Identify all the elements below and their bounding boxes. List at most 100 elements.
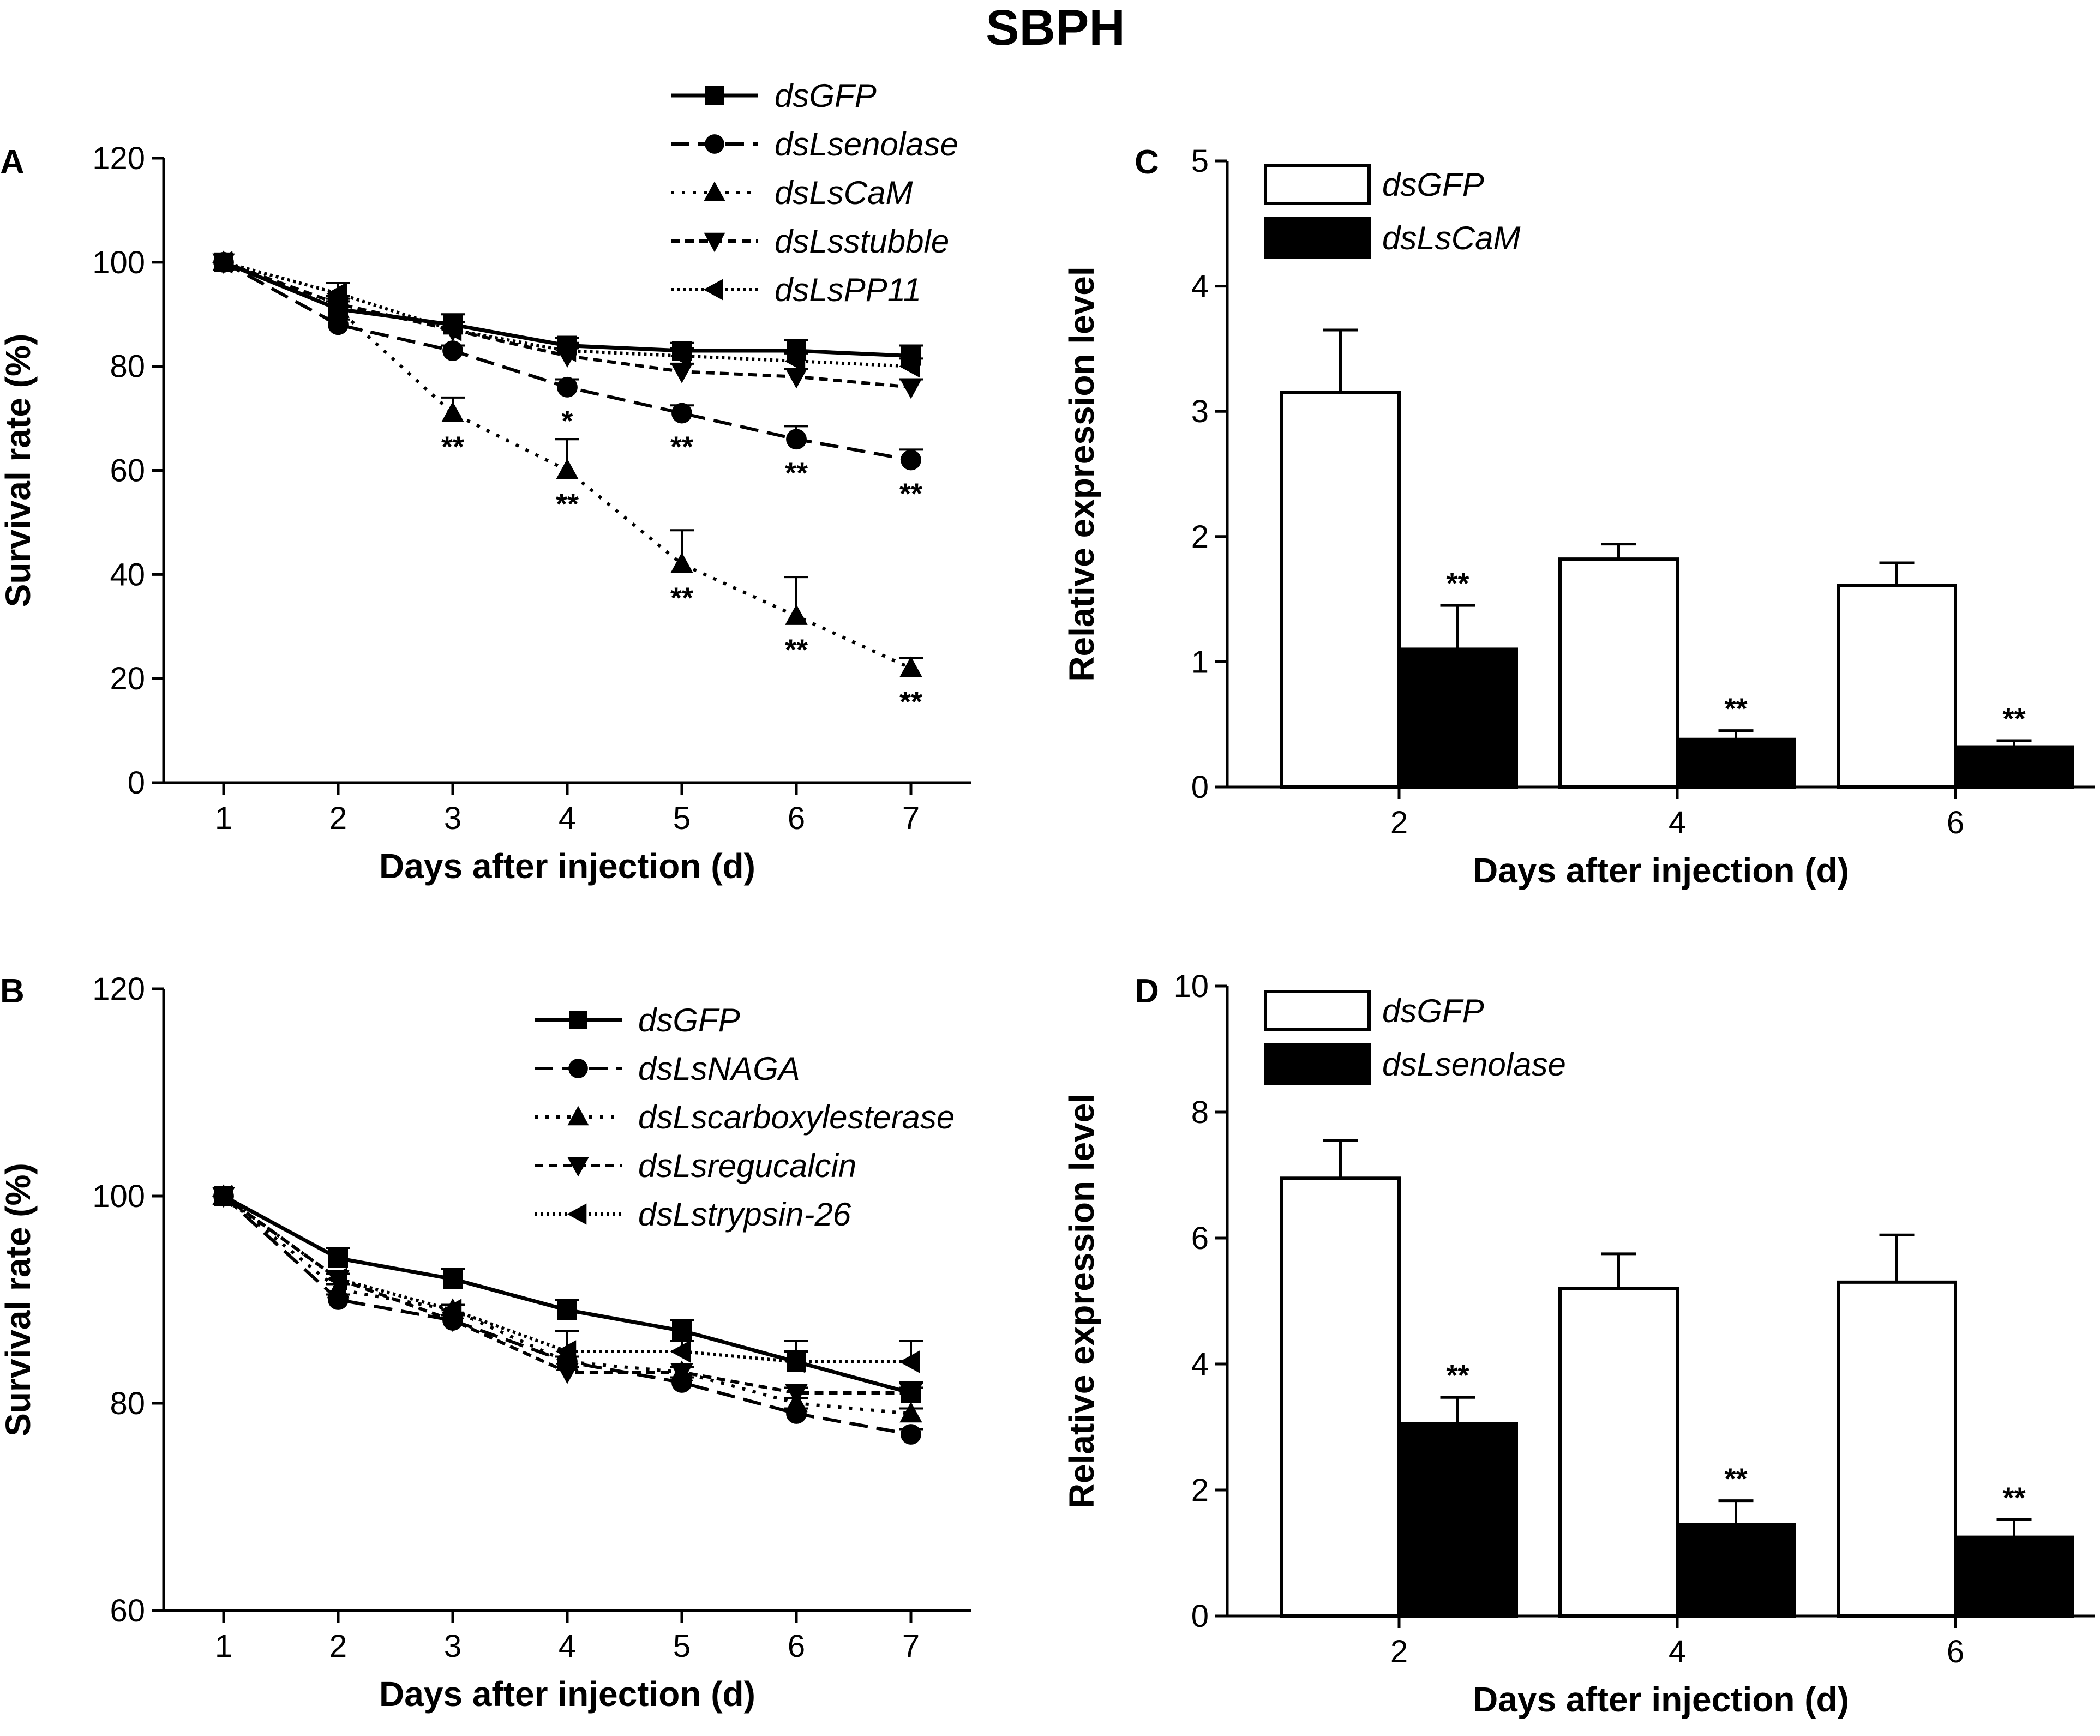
data-point [556, 458, 579, 479]
data-point [899, 1384, 922, 1405]
data-point [326, 282, 347, 305]
x-tick-label: 4 [1669, 805, 1686, 840]
legend-swatch [1264, 1043, 1371, 1085]
bar-dsgfp [1837, 584, 1957, 789]
data-point [670, 1340, 691, 1363]
x-tick-label: 2 [1390, 805, 1408, 840]
legend-marker [568, 1059, 588, 1078]
legend-marker [567, 1203, 587, 1225]
bar-dslscam [1954, 745, 2074, 789]
data-point [442, 340, 463, 361]
y-tick-label: 10 [1173, 969, 1209, 1004]
data-point [901, 1424, 921, 1445]
legend-marker [703, 279, 723, 301]
data-point [670, 1363, 693, 1384]
legend-label: dsLsenolase [1382, 1046, 1566, 1083]
data-point [555, 339, 577, 362]
data-point [899, 656, 922, 677]
legend-label: dsLsCaM [775, 175, 913, 211]
panel-letter: C [1135, 143, 1159, 181]
legend-label: dsGFP [1382, 993, 1484, 1029]
data-point [326, 1268, 347, 1290]
x-tick-label: 6 [1947, 805, 1964, 840]
x-tick-label: 1 [215, 1629, 232, 1664]
legend: dsGFP dsLsenolase dsLsCaM dsLsstubble dsLsPP… [671, 77, 958, 308]
bar-dsgfp [1280, 1176, 1401, 1618]
legend-label: dsGFP [775, 77, 877, 114]
bar-dslsenolase [1397, 1422, 1518, 1618]
x-tick-label: 7 [902, 1629, 920, 1664]
series-dslscam: ** ** ** ** ** [212, 250, 923, 718]
significance-label: ** [785, 456, 808, 489]
significance-label: ** [785, 634, 808, 666]
x-tick-label: 4 [559, 801, 576, 836]
significance-label: ** [670, 581, 693, 614]
data-point [785, 1384, 808, 1405]
y-tick-label: 60 [110, 1593, 145, 1629]
data-point [441, 1299, 462, 1321]
x-axis-title: Days after injection (d) [1473, 851, 1849, 890]
y-axis-title: Relative expression level [1062, 1094, 1101, 1509]
y-tick-label: 60 [110, 453, 145, 489]
legend-marker [704, 181, 725, 201]
significance-label: ** [670, 431, 693, 464]
significance-label: ** [899, 477, 922, 510]
significance-label: ** [556, 488, 579, 521]
y-tick-label: 0 [1191, 1599, 1209, 1634]
data-point [784, 1350, 806, 1373]
legend-swatch [1264, 990, 1371, 1031]
x-axis-title: Days after injection (d) [379, 1674, 755, 1714]
legend-label: dsLstrypsin-26 [638, 1196, 851, 1233]
y-tick-label: 120 [92, 971, 145, 1007]
legend: dsGFP dsLsNAGA dsLscarboxylesterase dsLsreg… [535, 1002, 955, 1233]
significance-label: ** [1446, 567, 1469, 600]
legend-label: dsLsregucalcin [638, 1148, 856, 1184]
significance-label: ** [1724, 693, 1747, 725]
significance-label: ** [441, 431, 464, 464]
y-tick-label: 0 [128, 765, 145, 801]
significance-label: ** [899, 686, 922, 718]
legend-label: dsLsCaM [1382, 220, 1520, 256]
data-point [212, 251, 233, 274]
series-dslsenolase: ******* [213, 251, 923, 510]
y-axis-title: Relative expression level [1062, 266, 1101, 681]
x-tick-label: 6 [788, 801, 805, 836]
x-tick-label: 4 [559, 1629, 576, 1664]
bar-dslscam [1676, 737, 1796, 789]
data-point [441, 401, 464, 422]
data-point [901, 449, 921, 471]
figure-title: SBPH [986, 0, 1125, 56]
bar-dslsenolase [1676, 1523, 1796, 1618]
legend: dsGFP dsLsCaM [1264, 164, 1520, 259]
legend-marker [705, 86, 724, 105]
y-tick-label: 2 [1191, 1473, 1209, 1508]
legend-swatch [1264, 164, 1371, 205]
legend-label: dsLscarboxylesterase [638, 1099, 955, 1136]
data-point [212, 1185, 233, 1208]
data-point [441, 319, 462, 341]
data-point [899, 1350, 920, 1373]
x-tick-label: 4 [1669, 1634, 1686, 1669]
data-point [671, 403, 692, 424]
legend-marker [704, 232, 725, 253]
data-point [670, 344, 691, 368]
bar-dsgfp [1280, 391, 1401, 789]
x-tick-label: 2 [329, 801, 347, 836]
legend-label: dsLsPP11 [775, 272, 921, 308]
legend-label: dsGFP [638, 1002, 740, 1038]
y-axis-title: Survival rate (%) [0, 1163, 38, 1437]
legend-marker [705, 134, 724, 154]
chart-panel-c: 0 1 2 3 4 5C Relative expression level Days aft… [1062, 143, 2095, 890]
x-tick-label: 6 [788, 1629, 805, 1664]
data-point [328, 314, 349, 335]
data-point [786, 429, 807, 450]
bar-dslscam [1397, 647, 1518, 789]
data-point [899, 355, 920, 378]
data-point [785, 368, 808, 389]
y-tick-label: 4 [1191, 1347, 1209, 1382]
legend-label: dsLsNAGA [638, 1050, 800, 1087]
series-dslspp11 [212, 251, 923, 378]
y-tick-label: 8 [1191, 1095, 1209, 1130]
y-tick-label: 3 [1191, 394, 1209, 429]
